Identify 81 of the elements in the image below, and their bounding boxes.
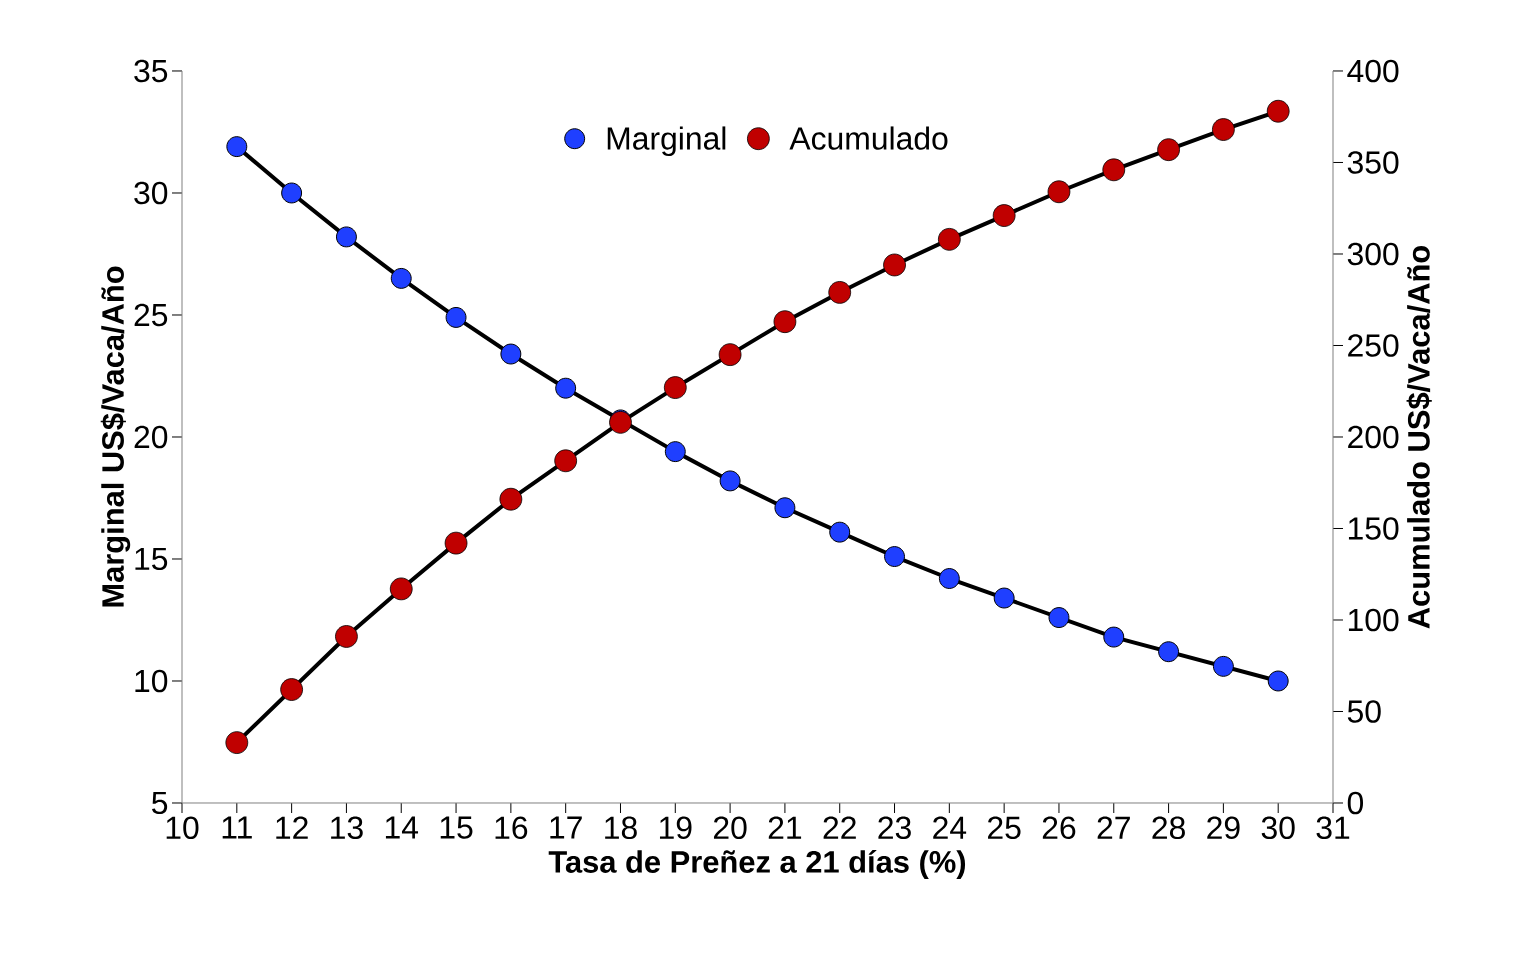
y2-tick-label: 250	[1348, 334, 1399, 357]
y-axis-title: Marginal US$/Vaca/Año	[100, 266, 131, 607]
x-tick-label: 25	[988, 816, 1021, 840]
point	[444, 531, 468, 555]
point	[719, 470, 741, 492]
x-tick-label: 20	[713, 816, 747, 840]
legend-label: Marginal	[607, 126, 726, 157]
x-axis-title: Tasa de Preñez a 21 días (%)	[548, 849, 966, 879]
point	[1158, 641, 1180, 663]
point	[555, 377, 577, 399]
x-tick-label: 16	[495, 816, 528, 840]
y-tick-label: 15	[135, 547, 168, 571]
x-tick-label: 19	[659, 816, 692, 840]
point	[992, 204, 1016, 227]
point	[1212, 655, 1234, 677]
x-tick-label: 21	[768, 816, 802, 839]
y2-tick-label: 300	[1347, 242, 1399, 266]
point	[937, 227, 961, 251]
point	[1157, 138, 1180, 162]
x-tick-label: 24	[933, 816, 967, 839]
point	[663, 376, 687, 399]
x-tick-label: 15	[440, 816, 473, 839]
y2-tick-label: 50	[1347, 700, 1381, 723]
x-tick-label: 11	[222, 816, 252, 839]
point	[1266, 99, 1290, 123]
point	[226, 136, 248, 158]
y2-tick-label: 200	[1348, 425, 1399, 449]
y-tick-label: 5	[152, 791, 168, 815]
point	[335, 226, 357, 248]
point	[773, 310, 797, 334]
y-tick-label: 25	[134, 303, 168, 327]
point	[1267, 670, 1289, 692]
legend-label: Acumulado	[789, 126, 948, 150]
x-tick-label: 22	[823, 816, 856, 839]
point	[938, 568, 960, 589]
point	[445, 306, 467, 328]
x-tick-label: 28	[1152, 816, 1185, 840]
x-tick-label: 23	[878, 816, 911, 840]
point	[499, 487, 523, 511]
x-tick-label: 27	[1097, 816, 1130, 839]
point	[390, 267, 412, 289]
point	[1103, 626, 1125, 648]
point	[554, 449, 578, 473]
y2-tick-label: 0	[1347, 791, 1364, 815]
point	[664, 441, 686, 463]
point	[1048, 607, 1070, 629]
x-tick-label: 13	[331, 816, 363, 840]
point	[281, 182, 303, 204]
point	[829, 521, 851, 543]
y2-axis-title: Acumulado US$/Vaca/Año	[1406, 245, 1432, 629]
x-tick-label: 10	[166, 816, 199, 840]
point	[883, 253, 906, 277]
y2-tick-label: 150	[1348, 517, 1399, 540]
point	[828, 281, 852, 304]
point	[993, 587, 1015, 609]
point	[774, 497, 796, 519]
point	[500, 343, 522, 365]
point	[225, 731, 249, 754]
x-tick-label: 17	[550, 816, 582, 839]
x-tick-label: 26	[1042, 816, 1076, 840]
x-tick-label: 14	[385, 816, 419, 839]
x-tick-label: 18	[605, 816, 637, 840]
y-tick-label: 35	[134, 59, 168, 83]
point	[718, 343, 742, 366]
point	[1102, 158, 1126, 182]
x-tick-label: 31	[1316, 816, 1350, 840]
y2-tick-label: 400	[1347, 59, 1399, 83]
point	[280, 678, 303, 701]
x-tick-label: 12	[276, 816, 308, 839]
x-tick-label: 30	[1261, 816, 1295, 840]
point	[335, 625, 358, 648]
point	[389, 577, 413, 601]
y-tick-label: 30	[134, 181, 168, 205]
y2-tick-label: 100	[1348, 608, 1399, 632]
point	[1212, 118, 1235, 141]
y2-tick-label: 350	[1347, 151, 1399, 174]
x-tick-label: 29	[1207, 816, 1240, 840]
point	[1047, 180, 1071, 204]
y-tick-label: 20	[134, 425, 168, 449]
y-tick-label: 10	[135, 669, 168, 693]
point	[884, 546, 905, 568]
